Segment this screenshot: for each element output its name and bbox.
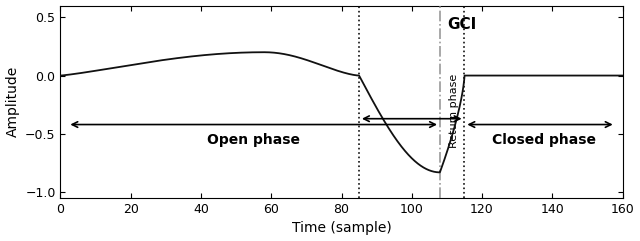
X-axis label: Time (sample): Time (sample) bbox=[292, 221, 392, 235]
Text: Closed phase: Closed phase bbox=[492, 133, 596, 147]
Y-axis label: Amplitude: Amplitude bbox=[6, 66, 20, 137]
Text: GCI: GCI bbox=[447, 17, 476, 32]
Text: Open phase: Open phase bbox=[207, 133, 300, 147]
Text: Return phase: Return phase bbox=[449, 74, 459, 148]
